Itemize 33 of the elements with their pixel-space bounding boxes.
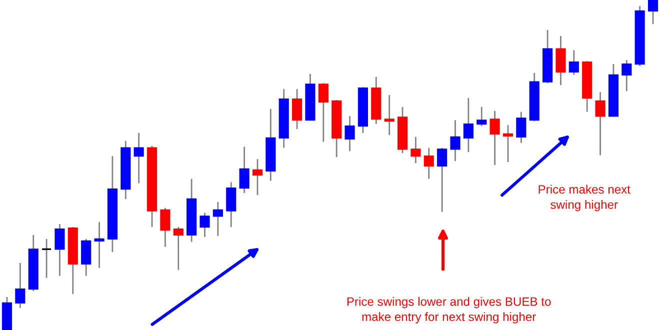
candlestick: [490, 110, 500, 166]
candlestick: [384, 94, 394, 136]
annotation: Price makes next swing higher: [538, 184, 630, 212]
candlestick: [134, 132, 144, 184]
candlestick: [595, 91, 606, 156]
candlestick: [292, 88, 302, 130]
candlestick: [344, 115, 355, 152]
annotation: Price swings lower and gives BUEB to make entry for next swing higher: [347, 296, 551, 324]
candlestick: [239, 146, 250, 194]
candlestick: [318, 82, 328, 143]
candlestick: [410, 136, 421, 164]
candlestick: [226, 181, 236, 228]
candlestick: [556, 35, 566, 86]
candlestick: [81, 238, 92, 277]
candlestick: [94, 221, 104, 269]
candlestick: [622, 59, 632, 92]
candlestick: [15, 262, 26, 309]
candlestick: [463, 97, 474, 153]
candlestick: [41, 238, 52, 279]
candlestick: [200, 212, 210, 238]
candlestick: [54, 223, 65, 277]
candlestick: [160, 207, 170, 248]
candlestick: [450, 119, 460, 162]
candlestick: [476, 106, 487, 127]
candlestick: [173, 226, 184, 271]
candlestick: [502, 124, 514, 163]
candlestick: [424, 147, 434, 180]
candlestick: [648, 0, 658, 25]
candlestick: [516, 111, 526, 144]
candlestick: [252, 158, 263, 196]
candlestick: [437, 147, 448, 213]
candlestick: [568, 49, 579, 76]
candlestick: [212, 201, 223, 237]
